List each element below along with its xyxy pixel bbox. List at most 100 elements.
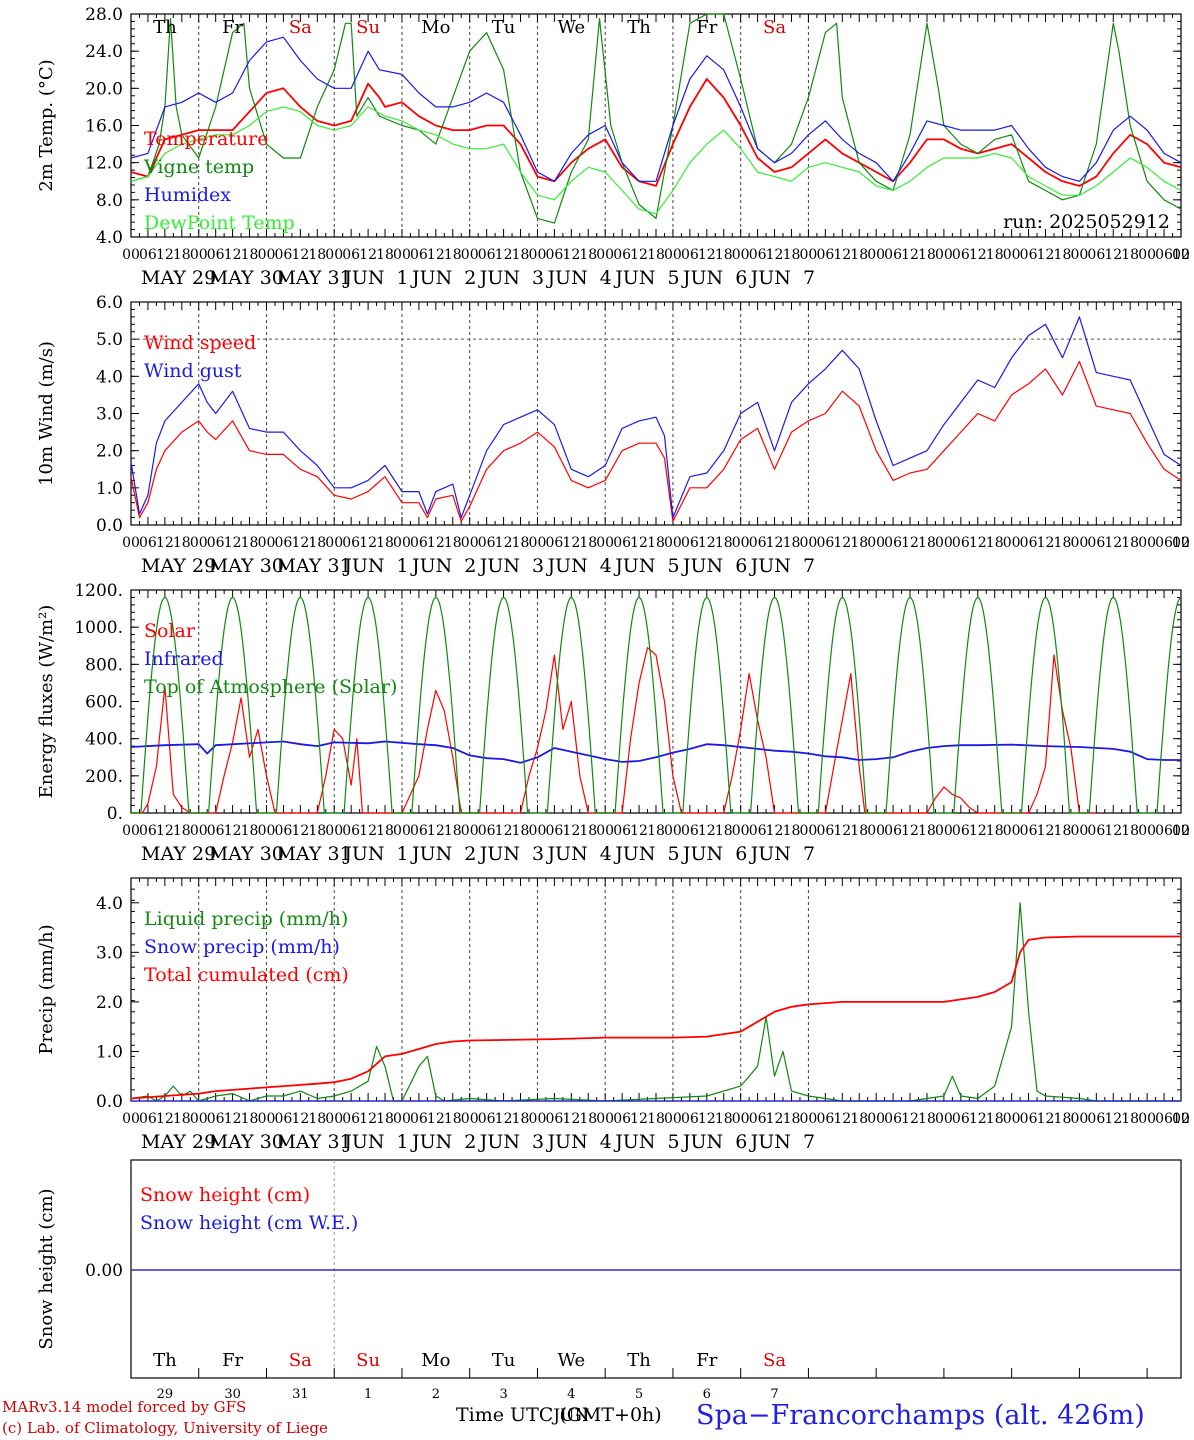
weekday-label: Sa [289,1350,312,1371]
day-number-label: 30 [224,1387,241,1402]
hour-tick-label: 00 [393,247,411,263]
hour-tick-label: 12 [156,1111,174,1127]
hour-tick-label: 12 [833,1111,851,1127]
hour-tick-label: 12 [359,1111,377,1127]
hour-tick-label: 06 [749,1111,767,1127]
legend-entry: Snow height (cm) [140,1184,310,1206]
hour-tick-label: 06 [1087,535,1105,551]
y-axis-label: Snow height (cm) [36,1188,57,1349]
hour-tick-label: 18 [444,1111,462,1127]
hour-tick-label: 00 [732,1111,750,1127]
hour-tick-label: 00 [1172,823,1190,839]
hour-tick-label: 00 [596,1111,614,1127]
hour-tick-label: 18 [241,247,259,263]
hour-tick-label: 18 [850,535,868,551]
date-label: JUN 1 [342,267,408,289]
hour-tick-label: 00 [664,247,682,263]
hour-tick-label: 18 [1121,823,1139,839]
hour-tick-label: 18 [783,823,801,839]
hour-tick-label: 00 [935,823,953,839]
hour-tick-label: 18 [783,535,801,551]
hour-tick-label: 18 [783,247,801,263]
hour-tick-label: 00 [1003,1111,1021,1127]
hour-tick-label: 18 [715,535,733,551]
hour-tick-label: 12 [562,535,580,551]
hour-tick-label: 12 [156,535,174,551]
weekday-label: Fr [696,17,717,38]
hour-tick-label: 06 [1020,535,1038,551]
date-label: JUN 6 [681,555,747,577]
series-line-wind-speed [130,360,1182,522]
series-line-liquid-precip-mm-h- [130,902,1181,1102]
date-label: JUN 5 [613,555,679,577]
hour-tick-label: 06 [275,823,293,839]
hour-tick-label: 00 [732,823,750,839]
y-tick-label: 8.0 [96,191,123,211]
weekday-label: We [557,17,585,38]
hour-tick-label: 18 [579,535,597,551]
hour-tick-label: 00 [190,823,208,839]
y-tick-label: 0.0 [96,1092,123,1112]
date-label: JUN 1 [342,843,408,865]
weekday-label: Fr [222,1350,243,1371]
hour-tick-label: 12 [291,247,309,263]
hour-tick-label: 00 [664,1111,682,1127]
legend-entry: Solar [144,620,196,642]
weekday-label: Tu [492,1350,516,1371]
hour-tick-label: 18 [308,823,326,839]
hour-tick-label: 06 [342,1111,360,1127]
month-label: JUN [551,1406,589,1426]
hour-tick-label: 06 [139,247,157,263]
hour-tick-label: 00 [867,535,885,551]
hour-tick-label: 06 [275,247,293,263]
hour-tick-label: 06 [884,823,902,839]
date-label: JUN 3 [478,1131,544,1153]
hour-tick-label: 12 [630,823,648,839]
hour-tick-label: 12 [1104,247,1122,263]
y-axis-label: 2m Temp. (°C) [36,59,57,191]
hour-tick-label: 18 [308,1111,326,1127]
y-tick-label: 2.0 [96,442,123,462]
hour-tick-label: 18 [308,535,326,551]
hour-tick-label: 00 [800,1111,818,1127]
hour-tick-label: 00 [325,535,343,551]
hour-tick-label: 18 [376,535,394,551]
date-label: JUN 6 [681,1131,747,1153]
y-tick-label: 1200. [74,581,123,601]
hour-tick-label: 12 [630,535,648,551]
hour-tick-label: 12 [495,247,513,263]
hour-tick-label: 18 [241,535,259,551]
y-axis-label: 10m Wind (m/s) [36,341,57,486]
weekday-label: Mo [421,17,450,38]
legend-entry: Vigne temp [143,156,254,178]
hour-tick-label: 06 [545,247,563,263]
hour-tick-label: 12 [766,823,784,839]
hour-tick-label: 18 [241,823,259,839]
hour-tick-label: 06 [207,823,225,839]
hour-tick-label: 18 [986,823,1004,839]
hour-tick-label: 18 [512,535,530,551]
hour-tick-label: 06 [342,535,360,551]
date-label: JUN 4 [545,1131,611,1153]
hour-tick-label: 06 [410,823,428,839]
hour-tick-label: 18 [1054,247,1072,263]
hour-tick-label: 12 [562,1111,580,1127]
date-label: JUN 3 [478,267,544,289]
credit-line-1: MARv3.14 model forced by GFS [2,1398,247,1416]
hour-tick-label: 06 [884,1111,902,1127]
weekday-label: Th [153,17,177,38]
hour-tick-label: 00 [1138,247,1156,263]
hour-tick-label: 00 [800,247,818,263]
panel-frame [130,301,1182,526]
legend-entry: Wind speed [144,332,256,354]
hour-tick-label: 06 [207,1111,225,1127]
hour-tick-label: 12 [495,823,513,839]
weekday-label: Fr [222,17,243,38]
hour-tick-label: 00 [935,247,953,263]
hour-tick-label: 00 [1003,535,1021,551]
hour-tick-label: 00 [1172,247,1190,263]
hour-tick-label: 12 [901,247,919,263]
hour-tick-label: 00 [935,1111,953,1127]
hour-tick-label: 12 [698,1111,716,1127]
